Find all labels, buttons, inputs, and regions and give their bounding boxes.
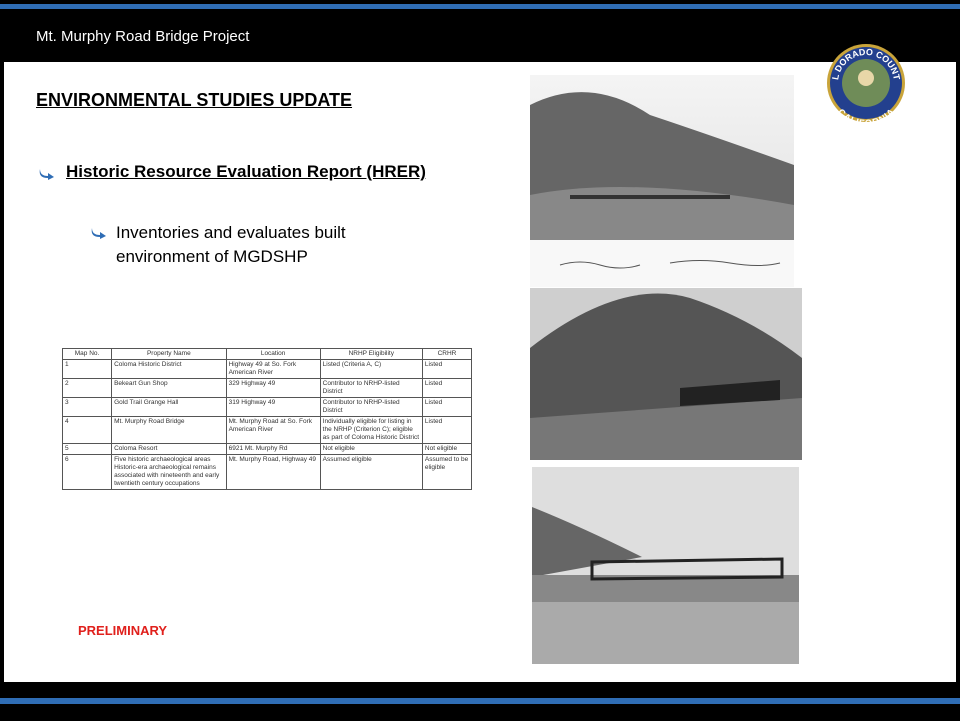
header-title: Mt. Murphy Road Bridge Project xyxy=(36,28,249,45)
county-seal: EL DORADO COUNTY CALIFORNIA xyxy=(826,40,906,126)
table-cell: Listed xyxy=(422,398,471,417)
table-cell: Coloma Resort xyxy=(112,444,227,455)
table-cell: Assumed to be eligible xyxy=(422,455,471,490)
table-cell: Mt. Murphy Road, Highway 49 xyxy=(226,455,320,490)
table-cell: Individually eligible for listing in the… xyxy=(320,417,422,444)
table-header-cell: Location xyxy=(226,349,320,360)
table-cell: Highway 49 at So. Fork American River xyxy=(226,360,320,379)
bullet-icon xyxy=(38,168,58,180)
table-cell: Not eligible xyxy=(422,444,471,455)
table-cell: Listed xyxy=(422,360,471,379)
photo-historic-1899 xyxy=(530,75,794,287)
table-cell: 2 xyxy=(63,379,112,398)
table-header-cell: Map No. xyxy=(63,349,112,360)
table-cell: Not eligible xyxy=(320,444,422,455)
top-stripe xyxy=(0,4,960,9)
table-cell: Contributor to NRHP-listed District xyxy=(320,379,422,398)
table-cell: 1 xyxy=(63,360,112,379)
table-cell: Listed (Criteria A, C) xyxy=(320,360,422,379)
table-cell: Listed xyxy=(422,417,471,444)
table-cell: Contributor to NRHP-listed District xyxy=(320,398,422,417)
bullet-title: Historic Resource Evaluation Report (HRE… xyxy=(66,160,436,184)
table-cell: 3 xyxy=(63,398,112,417)
table-cell: 329 Highway 49 xyxy=(226,379,320,398)
photo-bridge-modern xyxy=(532,467,799,664)
table-header-cell: NRHP Eligibility xyxy=(320,349,422,360)
heading: ENVIRONMENTAL STUDIES UPDATE xyxy=(36,90,352,111)
table-cell: Assumed eligible xyxy=(320,455,422,490)
bottom-stripe xyxy=(0,698,960,704)
table-cell: Gold Trail Grange Hall xyxy=(112,398,227,417)
table-cell: 319 Highway 49 xyxy=(226,398,320,417)
table-cell: 6 xyxy=(63,455,112,490)
table-cell: Coloma Historic District xyxy=(112,360,227,379)
table-cell: 4 xyxy=(63,417,112,444)
slide: Mt. Murphy Road Bridge Project ENVIRONME… xyxy=(0,0,960,721)
photo-bridge-construction xyxy=(530,288,802,460)
table-cell: 6921 Mt. Murphy Rd xyxy=(226,444,320,455)
table-cell: Bekeart Gun Shop xyxy=(112,379,227,398)
sub-bullet-icon xyxy=(90,227,110,239)
sub-bullet: Inventories and evaluates built environm… xyxy=(116,221,416,269)
table-cell: Five historic archaeological areas Histo… xyxy=(112,455,227,490)
table-cell: Mt. Murphy Road Bridge xyxy=(112,417,227,444)
table-cell: 5 xyxy=(63,444,112,455)
table-header-cell: Property Name xyxy=(112,349,227,360)
table-cell: Listed xyxy=(422,379,471,398)
preliminary-note: PRELIMINARY xyxy=(78,623,167,638)
table-header-cell: CRHR xyxy=(422,349,471,360)
table-cell: Mt. Murphy Road at So. Fork American Riv… xyxy=(226,417,320,444)
